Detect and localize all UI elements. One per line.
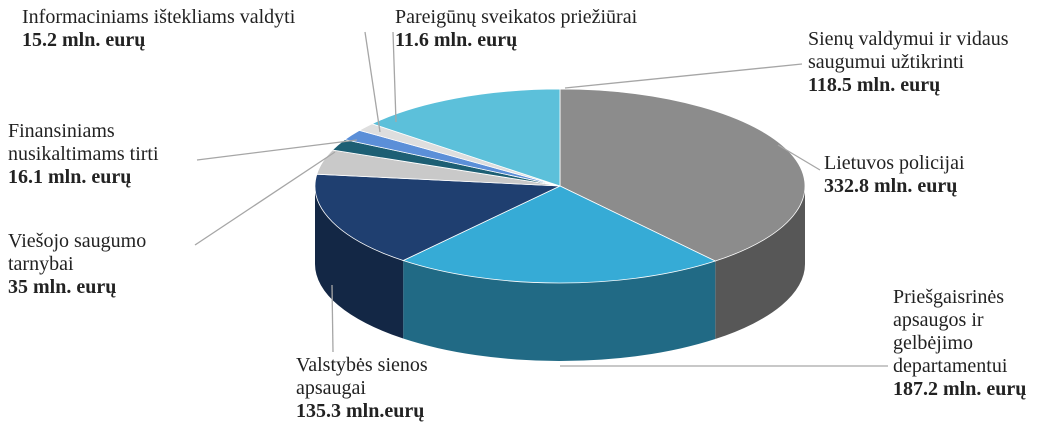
leader-line [194,151,336,246]
pie-sides [315,186,805,361]
category-label: Priešgaisrinės apsaugos ir gelbėjimo dep… [893,286,1008,377]
slice [559,88,806,262]
leader-line [331,284,334,353]
label: Lietuvos policijai 332.8 mln. eurų [824,152,1054,198]
category-label: Pareigūnų sveikatos priežiūrai [395,6,638,28]
category-label: Lietuvos policijai [824,152,965,174]
label: Pareigūnų sveikatos priežiūrai 11.6 mln. … [395,6,715,52]
leader-line [196,139,358,161]
leader-line [392,31,397,123]
label: Informaciniams ištekliams valdyti 15.2 ml… [22,6,382,52]
category-label: Valstybės sienos apsaugai [296,354,428,399]
value-label: 118.5 mln. eurų [808,74,941,96]
slice [314,173,561,261]
category-label: Viešojo saugumo tarnybai [8,230,147,275]
category-label: Finansiniams nusikaltimams tirti [8,120,159,165]
value-label: 16.1 mln. eurų [8,166,132,188]
label: Viešojo saugumo tarnybai 35 mln. eurų [8,230,196,299]
value-label: 187.2 mln. eurų [893,378,1027,400]
value-label: 35 mln. eurų [8,276,117,298]
pie-tops [314,88,806,284]
slice-side [315,186,404,339]
leader-lines [194,31,888,367]
value-label: 332.8 mln. eurų [824,175,958,197]
label: Valstybės sienos apsaugai 135.3 mln.eurų [296,354,468,423]
category-label: Informaciniams ištekliams valdyti [22,6,296,28]
slice-side [403,260,716,361]
value-label: 11.6 mln. eurų [395,29,518,51]
leader-line [777,144,821,171]
category-label: Sienų valdymui ir vidaus saugumui užtikr… [808,28,1009,73]
slice [371,88,561,187]
leader-line [564,63,803,89]
label: Sienų valdymui ir vidaus saugumui užtikr… [808,28,1056,97]
slice [402,185,717,284]
value-label: 15.2 mln. eurų [22,29,146,51]
pie [314,88,806,361]
label: Finansiniams nusikaltimams tirti 16.1 mln… [8,120,200,189]
slice-side [715,186,805,340]
leader-line [364,31,381,133]
label: Priešgaisrinės apsaugos ir gelbėjimo dep… [893,286,1038,401]
value-label: 135.3 mln.eurų [296,400,425,422]
